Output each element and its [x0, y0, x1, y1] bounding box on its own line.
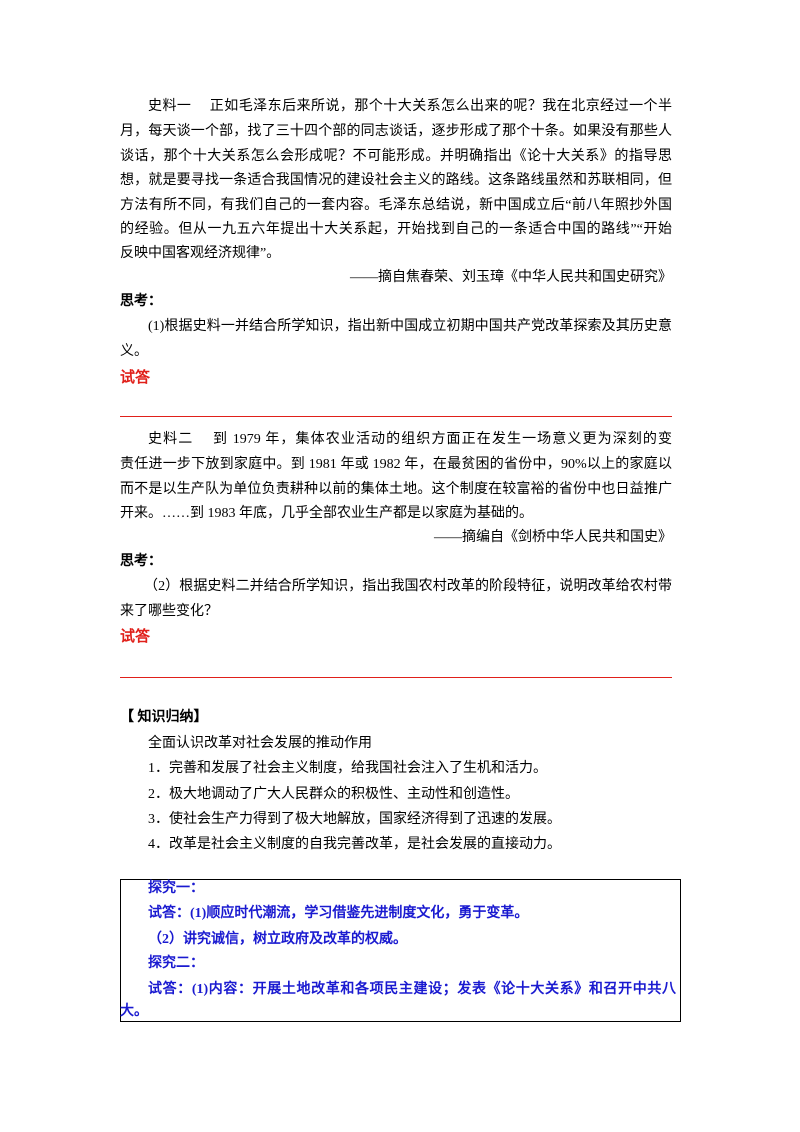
- section-title: 【 知识归纳】: [120, 710, 208, 725]
- text-line: 开来。……到 1983 年底，几乎全部农业生产都是以家庭为基础的。: [120, 506, 533, 521]
- summary-item: 3．使社会生产力得到了极大地解放，国家经济得到了迅速的发展。: [148, 812, 561, 827]
- text-line: 史料二 到 1979 年，集体农业活动的组织方面正在发生一场意义更为深刻的变化……: [148, 432, 672, 447]
- citation: ——摘自焦春荣、刘玉璋《中华人民共和国史研究》: [350, 270, 672, 285]
- answer-text: 探究二：: [148, 956, 204, 971]
- text-line: （2）根据史料二并结合所学知识，指出我国农村改革的阶段特征，说明改革给农村带: [144, 579, 672, 594]
- text-line: 史料一 正如毛泽东后来所说，那个十大关系怎么出来的呢？我在北京经过一个半: [148, 99, 672, 114]
- text-line: 想，就是要寻找一条适合我国情况的建设社会主义的路线。这条路线虽然和苏联相同，但: [120, 173, 672, 188]
- text-line: 方法有所不同，有我们自己的一套内容。毛泽东总结说，新中国成立后“前八年照抄外国: [120, 198, 672, 213]
- text-line: 谈话，那个十大关系怎么会形成呢？不可能形成。并明确指出《论十大关系》的指导思: [120, 149, 672, 164]
- answer-label: 试答: [120, 370, 151, 386]
- text-line: 反映中国客观经济规律”。: [120, 246, 281, 261]
- summary-intro: 全面认识改革对社会发展的推动作用: [148, 736, 372, 751]
- answer-label: 试答: [120, 629, 151, 645]
- think-label: 思考：: [120, 294, 162, 309]
- think-label: 思考：: [120, 554, 162, 569]
- summary-item: 4．改革是社会主义制度的自我完善改革，是社会发展的直接动力。: [148, 837, 561, 852]
- citation: ——摘编自《剑桥中华人民共和国史》: [434, 530, 672, 545]
- answer-text: 试答：(1)顺应时代潮流，学习借鉴先进制度文化，勇于变革。: [148, 906, 529, 921]
- answer-text: （2）讲究诚信，树立政府及改革的权威。: [148, 932, 407, 947]
- answer-box: [120, 879, 681, 1022]
- summary-item: 1．完善和发展了社会主义制度，给我国社会注入了生机和活力。: [148, 761, 547, 776]
- answer-text: 探究一：: [148, 881, 204, 896]
- summary-item: 2．极大地调动了广大人民群众的积极性、主动性和创造性。: [148, 787, 519, 802]
- answer-line: [120, 677, 672, 678]
- answer-line: [120, 416, 672, 417]
- text-line: 的经验。但从一九五六年提出十大关系起，开始找到自己的一条适合中国的路线”“开始: [120, 222, 672, 237]
- text-line: 月，每天谈一个部，找了三十四个部的同志谈话，逐步形成了那个十条。如果没有那些人: [120, 124, 672, 139]
- answer-text: 试答：(1)内容：开展土地改革和各项民主建设；发表《论十大关系》和召开中共八: [148, 982, 676, 997]
- text-line: (1)根据史料一并结合所学知识，指出新中国成立初期中国共产党改革探索及其历史意: [148, 319, 672, 334]
- text-line: 来了哪些变化？: [120, 604, 218, 619]
- answer-text: 大。: [120, 1004, 148, 1019]
- text-line: 义。: [120, 344, 148, 359]
- text-line: 而不是以生产队为单位负责耕种以前的集体土地。这个制度在较富裕的省份中也日益推广: [120, 482, 672, 497]
- text-line: 责任进一步下放到家庭中。到 1981 年或 1982 年，在最贫困的省份中，90…: [120, 457, 672, 472]
